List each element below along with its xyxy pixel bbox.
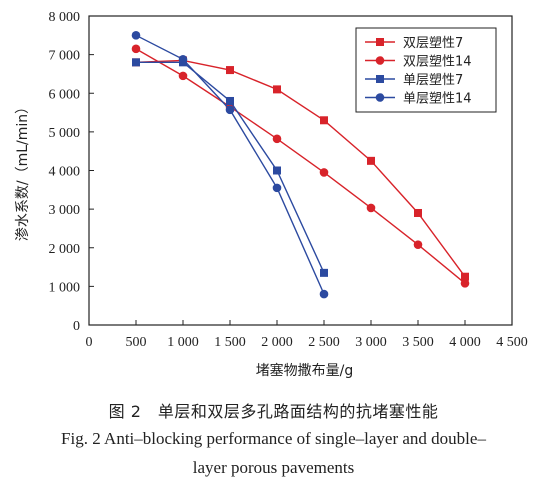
data-point-square	[226, 96, 234, 105]
legend-label: 单层塑性7	[403, 73, 463, 88]
series-line	[136, 61, 325, 274]
y-tick-label: 4 000	[49, 165, 81, 180]
series-line	[135, 48, 466, 284]
data-point-square	[320, 268, 328, 277]
figure-caption-chinese: 图 2 单层和双层多孔路面结构的抗堵塞性能	[108, 402, 439, 421]
data-point-square	[273, 85, 281, 94]
data-point-circle	[178, 54, 188, 64]
y-axis-title: 渗水系数/（mL/min）	[15, 100, 31, 241]
y-tick-label: 3 000	[49, 203, 81, 218]
x-tick-label: 1 000	[167, 335, 199, 350]
data-point-circle	[178, 71, 188, 81]
y-tick-label: 8 000	[49, 10, 81, 25]
chart: 0 500 1 000 1 500 2 000 2 500 3 000 3 500 4 000 4…	[15, 10, 528, 379]
data-point-circle	[319, 168, 329, 177]
x-tick-label: 4 500	[496, 335, 528, 350]
y-tick-label: 2 000	[49, 242, 81, 257]
y-tick-label: 1 000	[49, 280, 81, 295]
legend-marker-square	[376, 38, 384, 46]
data-point-circle	[319, 289, 329, 299]
x-tick-label: 2 000	[261, 335, 293, 350]
y-tick-label: 7 000	[49, 49, 81, 64]
y-tick-label: 5 000	[49, 126, 81, 141]
data-point-circle	[272, 134, 282, 144]
data-point-circle	[366, 203, 376, 213]
x-axis-title: 堵塞物撒布量/g	[256, 362, 354, 379]
legend-marker-square	[376, 75, 384, 83]
data-point-circle	[225, 105, 235, 115]
x-tick-label: 3 500	[402, 335, 434, 350]
data-point-circle	[272, 183, 282, 193]
legend-label: 双层塑性7	[403, 36, 463, 51]
x-tick-label: 500	[126, 335, 147, 350]
x-tick-label: 1 500	[214, 335, 246, 350]
x-tick-label: 3 000	[355, 335, 387, 350]
data-point-circle	[131, 31, 141, 40]
series-line	[135, 59, 466, 278]
x-tick-label: 4 000	[449, 335, 481, 350]
data-point-circle	[131, 44, 141, 54]
data-point-square	[461, 272, 469, 281]
legend-label: 单层塑性14	[403, 92, 472, 107]
x-tick-label: 0	[86, 335, 93, 350]
figure-caption-english-line2: layer porous pavements	[192, 458, 355, 477]
figure-caption-english-line1: Fig. 2 Anti–blocking performance of sing…	[61, 429, 486, 448]
data-point-square	[320, 116, 328, 125]
legend-marker-circle	[375, 93, 385, 102]
y-tick-label: 0	[73, 319, 80, 334]
data-point-circle	[460, 278, 470, 288]
data-point-square	[273, 166, 281, 175]
data-point-square	[414, 208, 422, 217]
data-point-square	[132, 58, 140, 67]
data-point-square	[367, 156, 375, 165]
series-line	[135, 34, 325, 295]
data-point-circle	[413, 240, 423, 249]
legend-marker-circle	[375, 56, 385, 65]
y-tick-label: 6 000	[49, 87, 81, 102]
x-tick-label: 2 500	[308, 335, 340, 350]
legend-label: 双层塑性14	[403, 55, 472, 70]
data-point-square	[226, 66, 234, 75]
